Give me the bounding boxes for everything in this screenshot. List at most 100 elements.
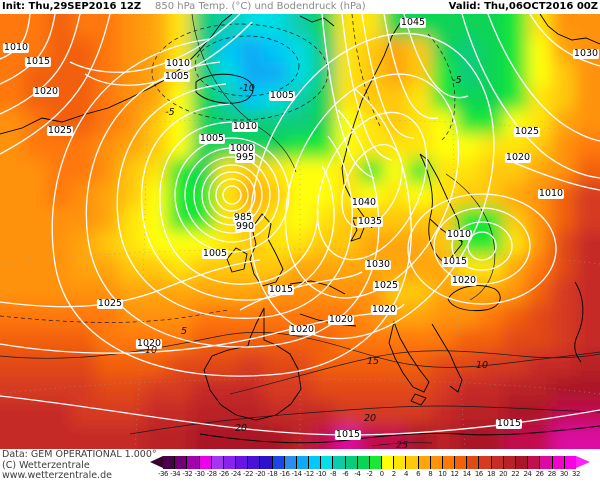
heat-cell xyxy=(23,134,49,160)
heat-cell xyxy=(23,352,49,378)
heat-cell xyxy=(527,400,553,426)
heat-cell xyxy=(551,134,577,160)
heat-cell xyxy=(359,231,385,257)
heat-cell xyxy=(551,400,577,426)
heat-cell xyxy=(287,231,313,257)
colorbar-tick: 24 xyxy=(523,470,532,478)
heat-cell xyxy=(143,400,169,426)
heat-cell xyxy=(431,424,457,449)
heat-cell xyxy=(191,279,217,305)
colorbar-tick: 28 xyxy=(547,470,556,478)
heat-cell xyxy=(143,182,169,209)
heat-cell xyxy=(239,14,265,39)
init-time-label: Init: Thu,29SEP2016 12Z xyxy=(2,1,142,12)
heat-cell xyxy=(143,134,169,160)
heat-cell xyxy=(335,279,361,305)
heat-cell xyxy=(527,37,553,63)
colorbar-tick: -22 xyxy=(243,470,253,478)
colorbar-tick: 26 xyxy=(535,470,544,478)
colorbar-cell xyxy=(260,456,273,469)
colorbar-tick: 14 xyxy=(462,470,471,478)
colorbar-tick: -14 xyxy=(291,470,302,478)
colorbar-tick: -12 xyxy=(303,470,314,478)
colorbar-tick: 16 xyxy=(474,470,483,478)
heat-cell xyxy=(95,14,121,39)
heat-cell xyxy=(479,61,505,88)
heat-cell xyxy=(335,328,361,354)
heat-cell xyxy=(95,231,121,257)
colorbar-tick: -34 xyxy=(170,470,181,478)
colorbar-cell xyxy=(248,456,261,469)
heat-cell xyxy=(383,424,409,449)
colorbar-tick: 32 xyxy=(572,470,580,478)
heat-cell xyxy=(311,110,337,136)
colorbar-tick: 2 xyxy=(391,470,396,478)
heat-cell xyxy=(479,37,505,63)
heat-cell xyxy=(0,231,25,257)
heat-cell xyxy=(0,400,25,426)
heat-cell xyxy=(575,279,600,305)
heat-cell xyxy=(575,376,600,402)
heat-cell xyxy=(143,376,169,402)
heat-cell xyxy=(23,376,49,402)
heat-cell xyxy=(95,158,121,184)
heat-cell xyxy=(551,207,577,233)
heat-cell xyxy=(71,424,97,449)
heat-cell xyxy=(335,352,361,378)
heat-cell xyxy=(47,255,73,281)
heat-cell xyxy=(0,14,25,39)
heat-cell xyxy=(503,255,529,281)
heat-cell xyxy=(167,37,193,63)
heat-cell xyxy=(263,182,289,209)
colorbar-tick: -24 xyxy=(230,470,241,478)
data-source-label: Data: GEM OPERATIONAL 1.000° xyxy=(2,449,157,460)
colorbar-tick: -36 xyxy=(158,470,168,478)
heat-cell xyxy=(407,110,433,136)
heat-cell xyxy=(95,110,121,136)
heat-cell xyxy=(287,424,313,449)
heat-cell xyxy=(239,61,265,88)
heat-cell xyxy=(359,134,385,160)
heat-cell xyxy=(407,86,433,112)
colorbar-tick: 22 xyxy=(511,470,520,478)
heat-cell xyxy=(407,158,433,184)
heat-cell xyxy=(215,255,241,281)
heat-cell xyxy=(263,134,289,160)
heat-cell xyxy=(263,400,289,426)
heat-cell xyxy=(311,328,337,354)
heat-cell xyxy=(551,376,577,402)
heat-cell xyxy=(95,400,121,426)
heat-cell xyxy=(503,376,529,402)
heat-cell xyxy=(0,303,25,330)
colorbar-right-arrow xyxy=(576,456,590,468)
heat-cell xyxy=(455,134,481,160)
heat-cell xyxy=(23,61,49,88)
heat-cell xyxy=(119,61,145,88)
heat-cell xyxy=(431,400,457,426)
graticule xyxy=(0,14,600,449)
colorbar-cell xyxy=(333,456,346,469)
colorbar-tick: 10 xyxy=(438,470,447,478)
heat-cell xyxy=(383,376,409,402)
heat-cell xyxy=(71,376,97,402)
heat-cell xyxy=(191,207,217,233)
valid-time-label: Valid: Thu,06OCT2016 00Z xyxy=(448,1,598,12)
heat-cell xyxy=(215,352,241,378)
heat-cell xyxy=(215,231,241,257)
heat-cell xyxy=(0,207,25,233)
heat-cell xyxy=(359,207,385,233)
colorbar-cell xyxy=(345,456,358,469)
heat-cell xyxy=(503,37,529,63)
heat-cell xyxy=(551,424,577,449)
heat-cell xyxy=(551,61,577,88)
heat-cell xyxy=(503,352,529,378)
heat-cell xyxy=(0,255,25,281)
heat-cell xyxy=(23,231,49,257)
heat-cell xyxy=(527,328,553,354)
heat-cell xyxy=(311,255,337,281)
heat-cell xyxy=(431,328,457,354)
colorbar-tick: -2 xyxy=(366,470,373,478)
heat-cell xyxy=(551,303,577,330)
colorbar-cell xyxy=(479,456,492,469)
heat-cell xyxy=(47,424,73,449)
